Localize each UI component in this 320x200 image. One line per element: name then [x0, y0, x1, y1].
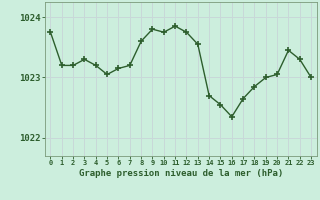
X-axis label: Graphe pression niveau de la mer (hPa): Graphe pression niveau de la mer (hPa): [79, 169, 283, 178]
